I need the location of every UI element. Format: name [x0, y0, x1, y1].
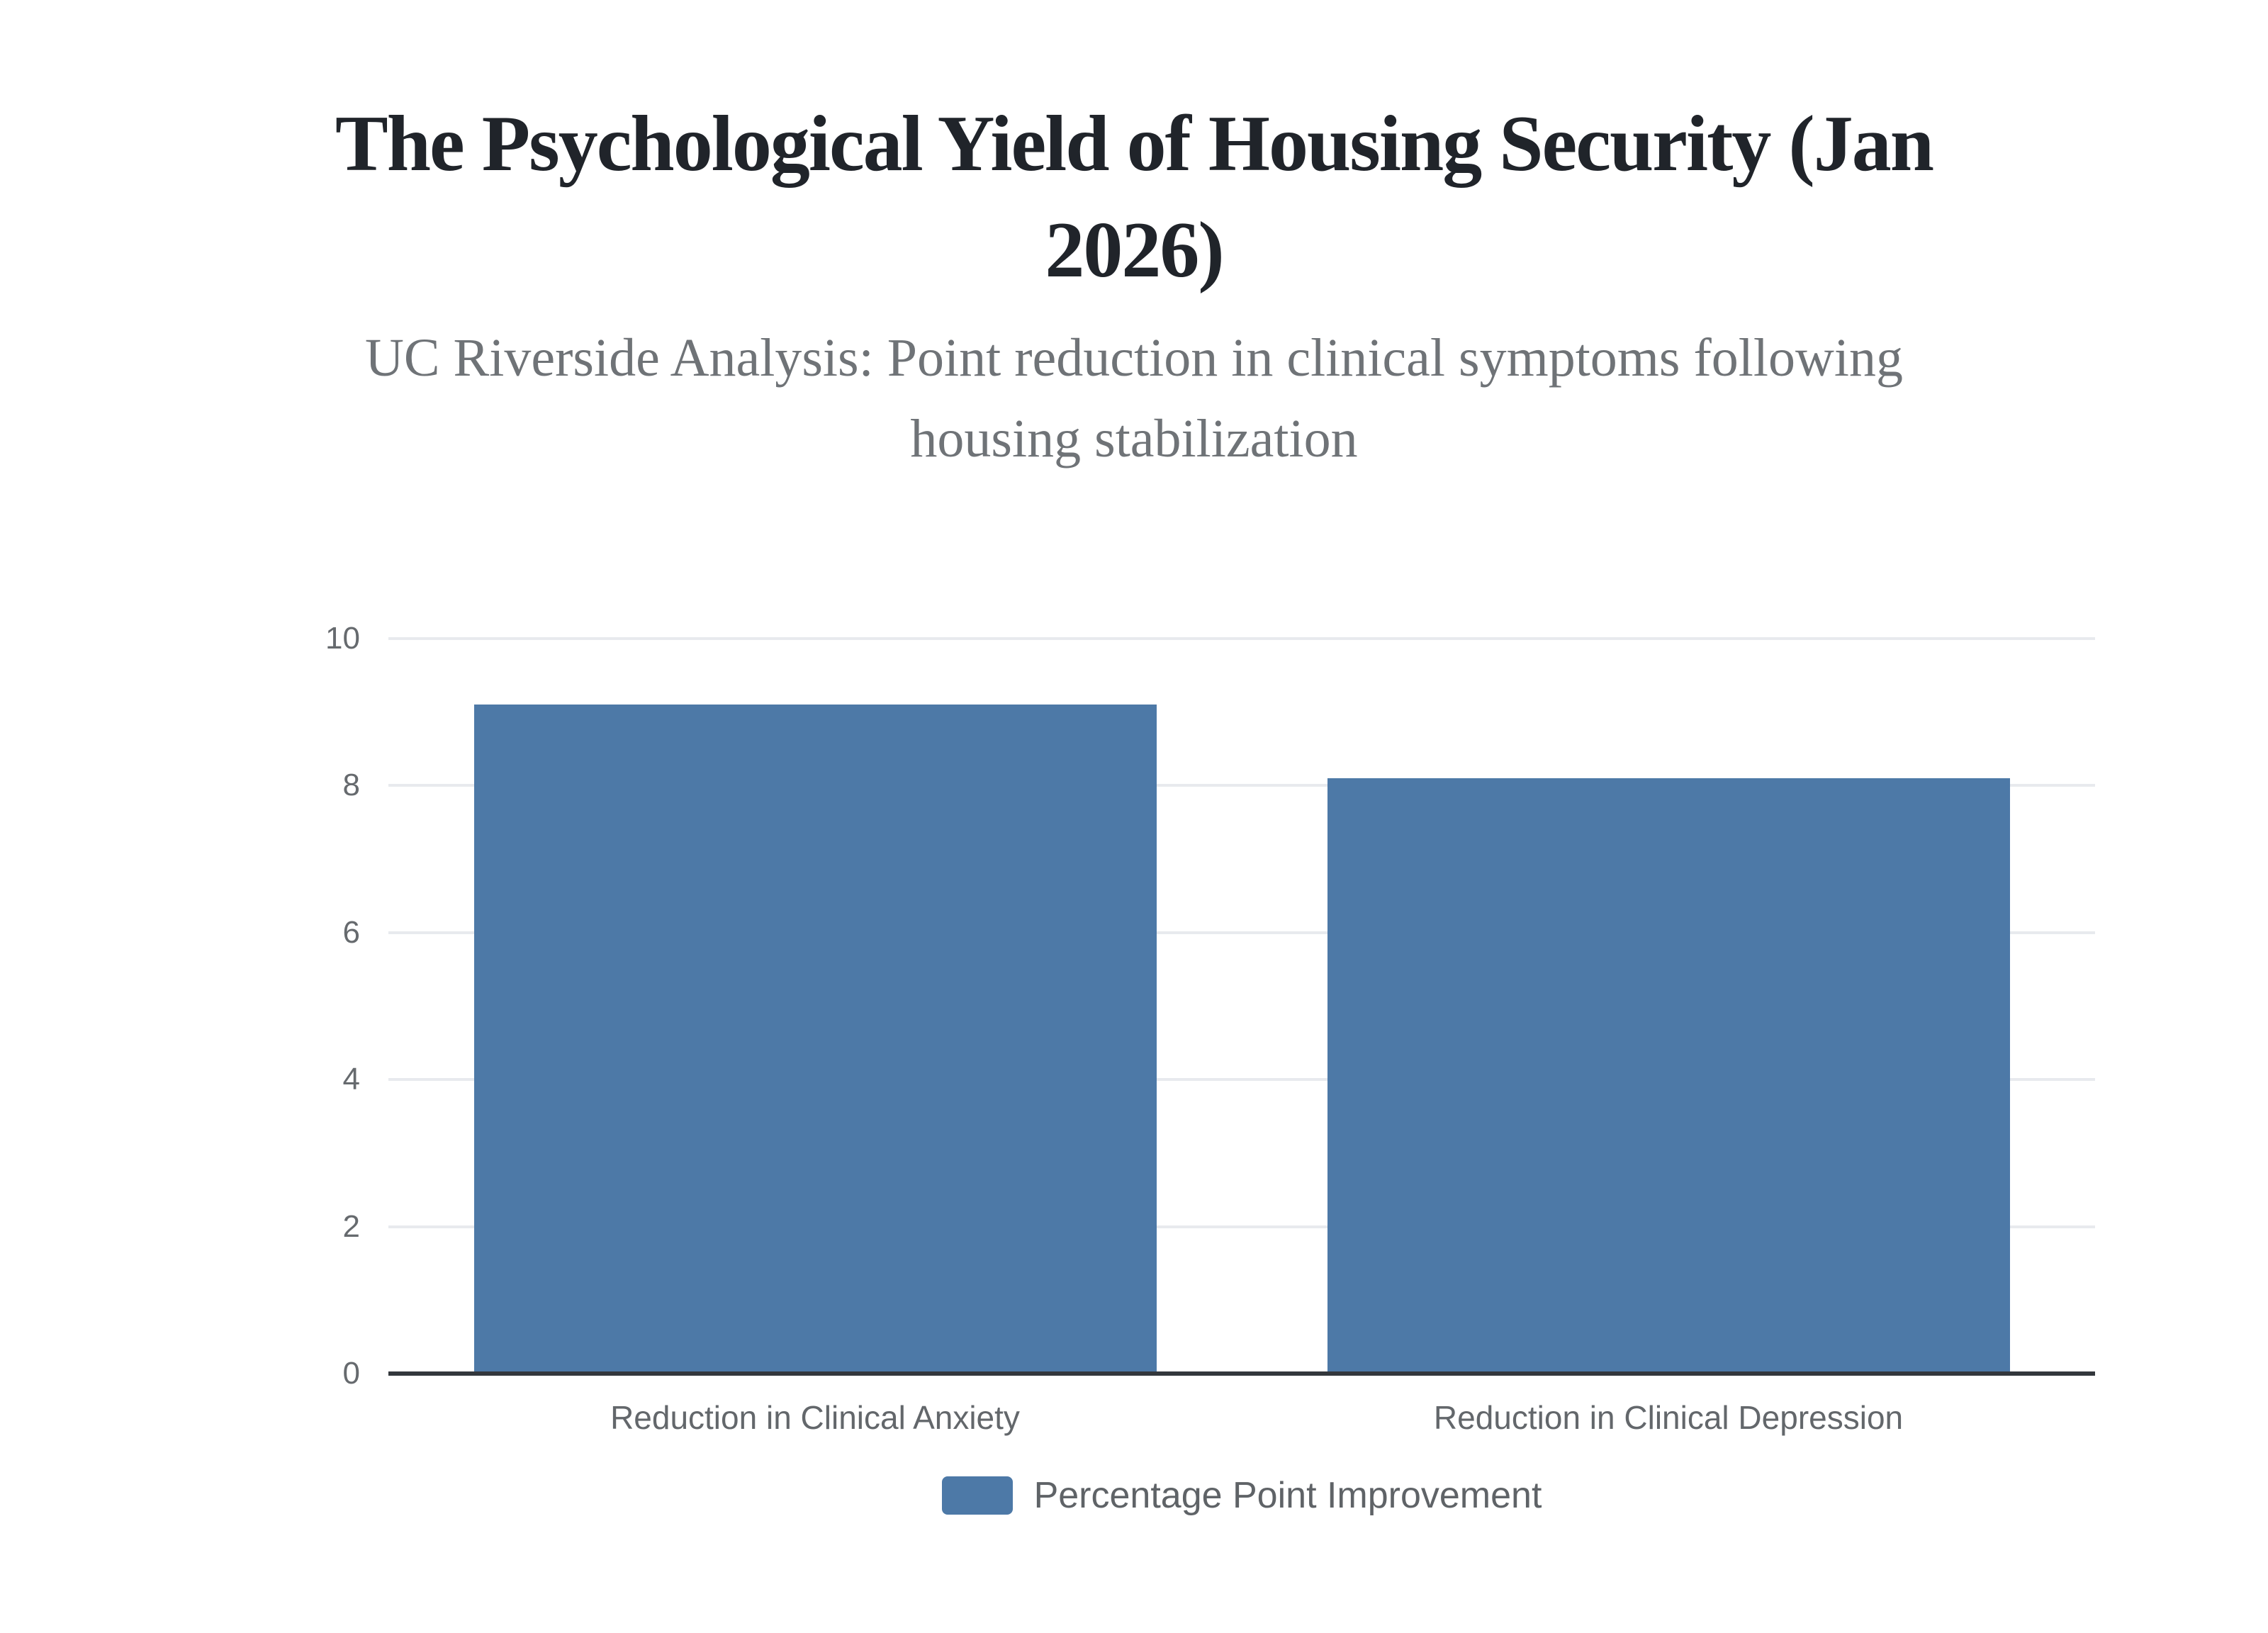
- legend[interactable]: Percentage Point Improvement: [388, 1474, 2095, 1517]
- x-axis-label-1: Reduction in Clinical Anxiety: [610, 1399, 1020, 1436]
- gridline-10: [388, 637, 2095, 640]
- legend-label: Percentage Point Improvement: [1033, 1475, 1542, 1516]
- chart-title-line-2: 2026): [1045, 206, 1224, 294]
- y-axis-tick-label-10: 10: [325, 621, 360, 656]
- y-axis-tick-label-8: 8: [342, 768, 360, 803]
- y-axis-tick-label-2: 2: [342, 1208, 360, 1244]
- chart-subtitle-line-2: housing stabilization: [910, 409, 1358, 468]
- y-axis-tick-label-0: 0: [342, 1356, 360, 1391]
- y-axis-tick-label-6: 6: [342, 914, 360, 950]
- x-axis-label-2: Reduction in Clinical Depression: [1433, 1399, 1904, 1436]
- gridline-6: [388, 931, 2095, 934]
- chart-title-line-1: The Psychological Yield of Housing Secur…: [335, 100, 1934, 188]
- bar-reduction-in-clinical-anxiety[interactable]: [473, 705, 1157, 1374]
- gridline-8: [388, 784, 2095, 787]
- bar-reduction-in-clinical-depression[interactable]: [1327, 778, 2010, 1374]
- x-axis-line: [388, 1371, 2095, 1376]
- chart-subtitle: UC Riverside Analysis: Point reduction i…: [0, 318, 2268, 479]
- y-axis-tick-label-4: 4: [342, 1062, 360, 1097]
- chart-title: The Psychological Yield of Housing Secur…: [0, 91, 2268, 303]
- gridline-2: [388, 1225, 2095, 1228]
- gridline-4: [388, 1078, 2095, 1082]
- legend-swatch-icon: [941, 1476, 1013, 1515]
- chart-subtitle-line-1: UC Riverside Analysis: Point reduction i…: [364, 328, 1904, 388]
